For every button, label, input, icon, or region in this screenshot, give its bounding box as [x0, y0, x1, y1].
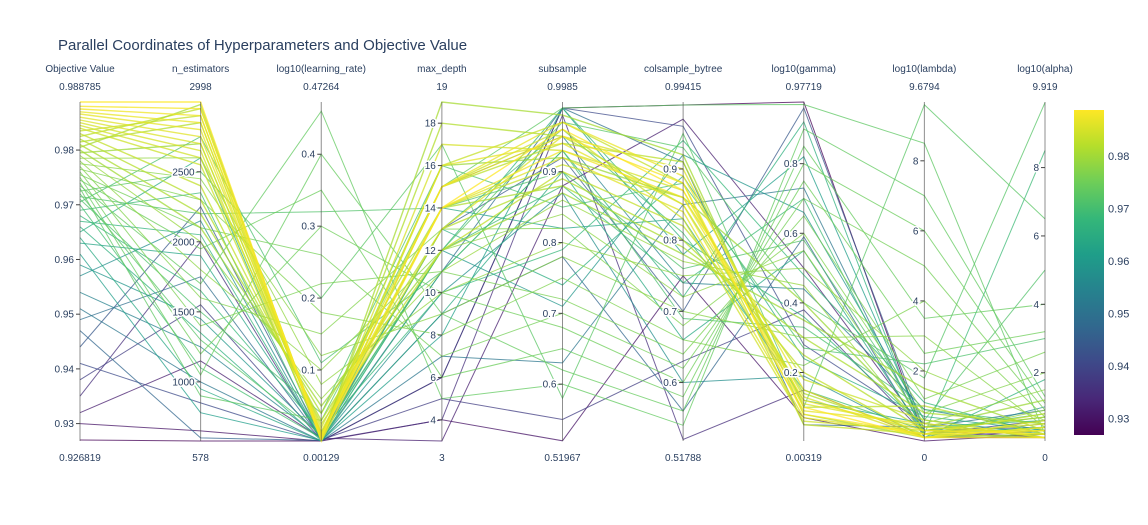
- colorbar-tick-label: 0.95: [1108, 308, 1129, 320]
- axis-tick-label: 0.2: [301, 294, 315, 305]
- axis-tick-label: 8: [430, 331, 436, 342]
- axis-3: max_depth 19 3 4 6 8 10 12 14 16 18: [417, 64, 466, 464]
- axis-tick-label: 0.1: [301, 366, 315, 377]
- colorbar-tick-label: 0.93: [1108, 413, 1129, 425]
- axes-layer: Objective Value0.9887850.9268190.930.940…: [45, 64, 1072, 464]
- axis-tick-label: 4: [430, 415, 436, 426]
- axis-title: log10(lambda): [892, 64, 956, 75]
- axis-4: subsample 0.9985 0.51967 0.6 0.7 0.8 0.9: [538, 64, 587, 464]
- axis-tick-label: 4: [1033, 300, 1039, 311]
- axis-tick-label: 0.4: [301, 150, 315, 161]
- axis-tick-label: 0.6: [784, 229, 798, 240]
- axis-tick-label: 14: [425, 203, 437, 214]
- axis-5: colsample_bytree 0.99415 0.51788 0.6 0.7 0.8 0…: [644, 64, 723, 464]
- axis-title: log10(gamma): [772, 64, 836, 75]
- axis-0: Objective Value 0.988785 0.926819 0.93 0.94 0…: [45, 64, 115, 464]
- axis-max-label: 0.47264: [303, 82, 340, 93]
- axis-tick-label: 2: [913, 366, 919, 377]
- axis-tick-label: 0.8: [663, 236, 677, 247]
- axis-tick-label: 8: [913, 156, 919, 167]
- axis-8: log10(alpha) 9.919 0 2 4 6 8: [1017, 64, 1073, 464]
- axis-tick-label: 16: [425, 161, 437, 172]
- axis-title: log10(alpha): [1017, 64, 1073, 75]
- axis-tick-label: 6: [913, 226, 919, 237]
- axis-tick-label: 0.97: [55, 200, 75, 211]
- axis-tick-label: 0.9: [663, 165, 677, 176]
- axis-tick-label: 0.94: [55, 364, 75, 375]
- axis-tick-label: 0.98: [55, 146, 75, 157]
- colorbar-tick-label: 0.97: [1108, 204, 1129, 216]
- axis-tick-label: 0.6: [543, 380, 557, 391]
- axis-min-label: 0: [922, 453, 928, 464]
- colorbar: 0.93 0.94 0.95 0.96 0.97 0.98: [1074, 110, 1129, 435]
- axis-tick-label: 2500: [172, 167, 195, 178]
- axis-title: colsample_bytree: [644, 64, 723, 75]
- axis-min-label: 578: [192, 453, 209, 464]
- axis-tick-label: 1500: [172, 307, 195, 318]
- axis-tick-label: 0.93: [55, 419, 75, 430]
- axis-tick-label: 6: [430, 373, 436, 384]
- axis-tick-label: 10: [425, 288, 437, 299]
- axis-tick-label: 0.96: [55, 255, 75, 266]
- axis-min-label: 0.926819: [59, 453, 101, 464]
- axis-tick-label: 0.95: [55, 310, 75, 321]
- axis-min-label: 3: [439, 453, 445, 464]
- colorbar-tick-label: 0.96: [1108, 256, 1129, 268]
- axis-tick-label: 0.6: [663, 378, 677, 389]
- axis-tick-label: 8: [1033, 163, 1039, 174]
- axis-tick-label: 0.8: [784, 159, 798, 170]
- axis-max-label: 0.9985: [547, 82, 578, 93]
- axis-tick-label: 4: [913, 296, 919, 307]
- axis-tick-label: 0.2: [784, 368, 798, 379]
- axis-tick-label: 0.7: [663, 307, 677, 318]
- colorbar-gradient: [1074, 110, 1104, 435]
- axis-title: n_estimators: [172, 64, 229, 75]
- axis-title: log10(learning_rate): [276, 64, 366, 75]
- axis-tick-label: 0.8: [543, 238, 557, 249]
- axis-tick-label: 1000: [172, 377, 195, 388]
- axis-title: max_depth: [417, 64, 466, 75]
- axis-min-label: 0.00129: [303, 453, 340, 464]
- axis-max-label: 9.6794: [909, 82, 940, 93]
- axis-min-label: 0.51967: [544, 453, 581, 464]
- axis-tick-label: 2: [1033, 368, 1039, 379]
- axis-tick-label: 0.3: [301, 222, 315, 233]
- colorbar-tick-label: 0.98: [1108, 151, 1129, 163]
- axis-tick-label: 18: [425, 119, 437, 130]
- axis-max-label: 0.97719: [786, 82, 823, 93]
- axis-min-label: 0: [1042, 453, 1048, 464]
- axis-6: log10(gamma) 0.97719 0.00319 0.2 0.4 0.6 0.8: [772, 64, 836, 464]
- axis-tick-label: 0.4: [784, 298, 798, 309]
- axis-title: subsample: [538, 64, 587, 75]
- colorbar-tick-label: 0.94: [1108, 361, 1129, 373]
- axis-min-label: 0.51788: [665, 453, 702, 464]
- axis-max-label: 2998: [190, 82, 213, 93]
- axis-max-label: 9.919: [1032, 82, 1057, 93]
- axis-max-label: 0.988785: [59, 82, 101, 93]
- axis-title: Objective Value: [45, 64, 115, 75]
- axis-2: log10(learning_rate) 0.47264 0.00129 0.1 0.2…: [276, 64, 366, 464]
- axis-7: log10(lambda) 9.6794 0 2 4 6 8: [892, 64, 956, 464]
- axis-1: n_estimators 2998 578 1000 1500 2000 2500: [171, 64, 229, 464]
- axis-tick-label: 12: [425, 246, 437, 257]
- axis-min-label: 0.00319: [786, 453, 823, 464]
- chart-title: Parallel Coordinates of Hyperparameters …: [58, 37, 467, 54]
- axis-max-label: 19: [436, 82, 448, 93]
- axis-tick-label: 0.7: [543, 309, 557, 320]
- axis-tick-label: 0.9: [543, 167, 557, 178]
- axis-tick-label: 2000: [172, 237, 195, 248]
- axis-max-label: 0.99415: [665, 82, 702, 93]
- axis-tick-label: 6: [1033, 231, 1039, 242]
